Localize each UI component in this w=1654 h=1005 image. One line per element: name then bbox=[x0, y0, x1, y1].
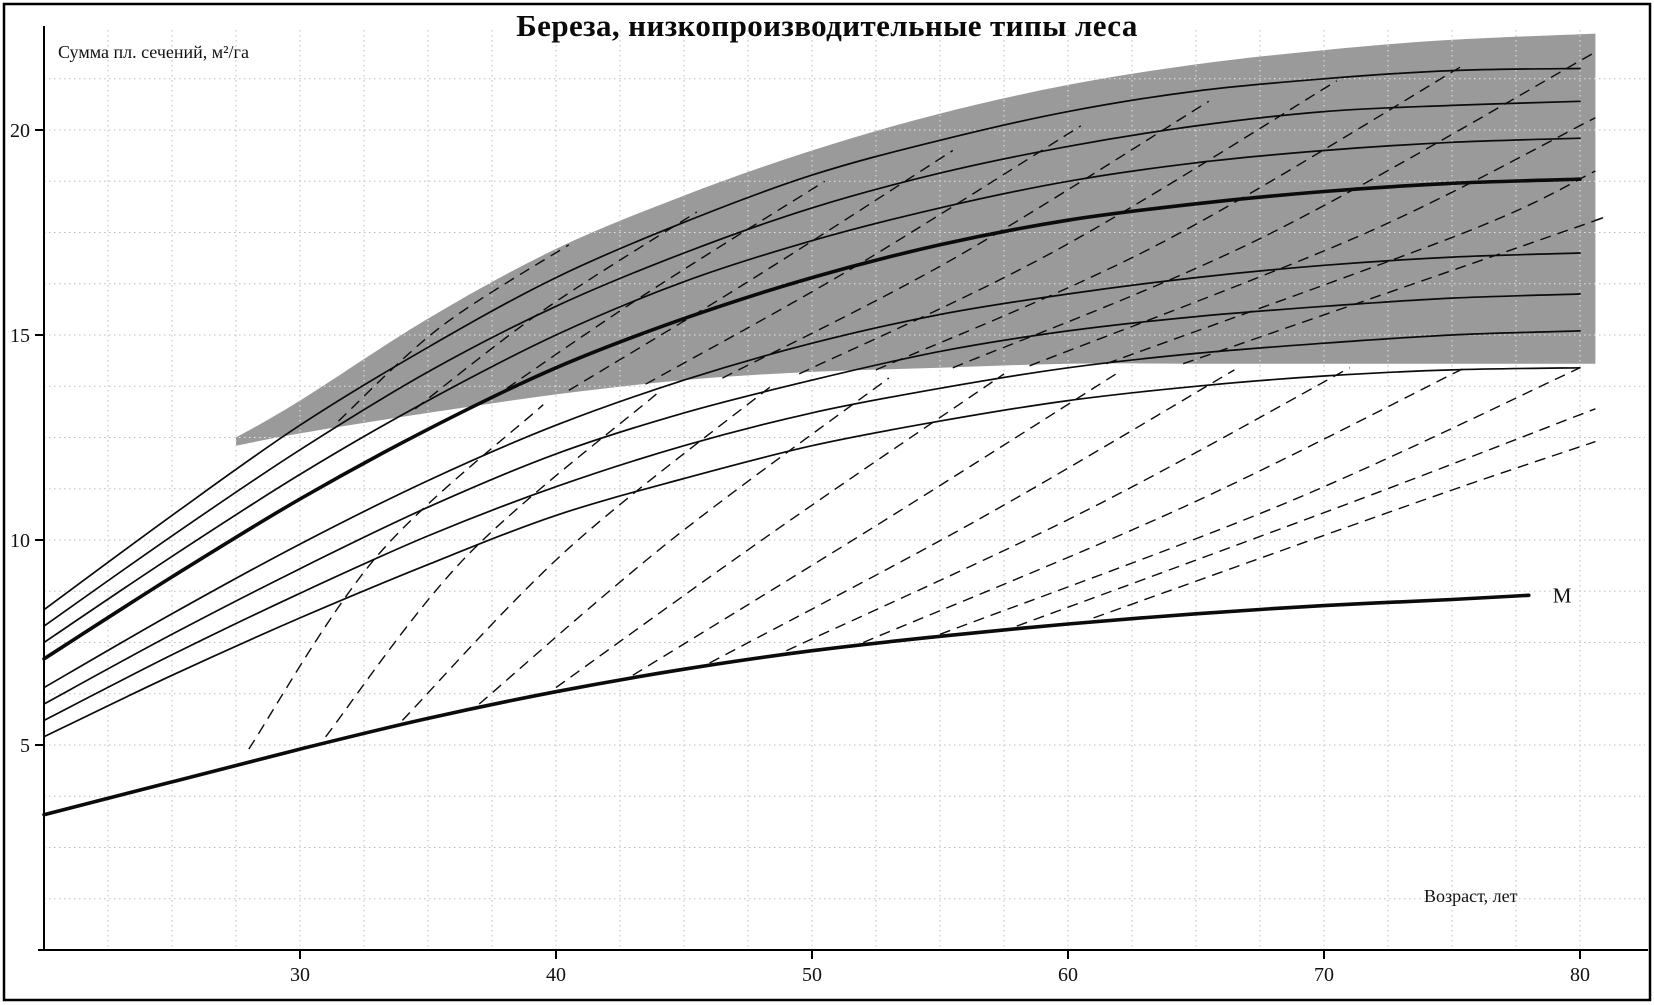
growth-curve-curve-8 bbox=[43, 67, 1581, 611]
growth-curve-curve-3 bbox=[43, 293, 1581, 705]
dashed-line-lower bbox=[632, 371, 1120, 676]
growth-curve-curve-5-bold bbox=[42, 177, 1582, 661]
x-tick-label: 70 bbox=[1314, 964, 1334, 986]
y-tick-label: 20 bbox=[10, 120, 30, 142]
x-tick-label: 60 bbox=[1058, 964, 1078, 986]
dashed-line-lower bbox=[401, 383, 775, 721]
growth-curve-curve-6 bbox=[43, 137, 1581, 644]
growth-curve-curve-1 bbox=[43, 366, 1581, 738]
growth-curves bbox=[42, 67, 1582, 817]
dashed-line-upper bbox=[1182, 216, 1607, 365]
dashed-line-upper bbox=[722, 100, 1210, 379]
x-tick-label: 40 bbox=[546, 964, 566, 986]
x-tick-label: 30 bbox=[290, 964, 310, 986]
dashed-line-lower bbox=[1016, 408, 1596, 627]
m-curve-label: M bbox=[1553, 583, 1572, 607]
dashed-line-lower bbox=[478, 377, 890, 705]
dashed-lines bbox=[248, 51, 1607, 750]
dashed-line-lower bbox=[786, 367, 1350, 652]
growth-curve-curve-7 bbox=[43, 100, 1581, 627]
dashed-line-lower bbox=[709, 369, 1235, 664]
x-tick-label: 80 bbox=[1570, 964, 1590, 986]
dashed-line-upper bbox=[337, 244, 570, 422]
dashed-line-upper bbox=[414, 211, 698, 410]
dashed-line-lower bbox=[862, 367, 1466, 644]
dashed-line-lower bbox=[939, 367, 1581, 635]
density-band bbox=[236, 33, 1596, 446]
dashed-line-upper bbox=[645, 125, 1082, 385]
y-tick-label: 5 bbox=[20, 735, 30, 757]
y-tick-label: 10 bbox=[10, 530, 30, 552]
dashed-line-upper bbox=[1106, 170, 1596, 365]
chart-title: Береза, низкопроизводительные типы леса bbox=[516, 8, 1138, 43]
dashed-line-lower bbox=[1093, 440, 1596, 619]
growth-curve-curve-4 bbox=[43, 252, 1581, 689]
dashed-line-upper bbox=[798, 80, 1338, 375]
growth-curve-curve-2 bbox=[43, 330, 1581, 722]
dashed-line-lower bbox=[555, 373, 1005, 689]
dashed-line-lower bbox=[248, 404, 544, 750]
dashed-line-lower bbox=[325, 391, 659, 738]
y-tick-label: 15 bbox=[10, 325, 30, 347]
x-tick-label: 50 bbox=[802, 964, 822, 986]
m-curve bbox=[42, 593, 1531, 817]
dashed-line-upper bbox=[952, 51, 1596, 369]
dashed-line-upper bbox=[491, 180, 826, 400]
x-axis-label: Возраст, лет bbox=[1424, 886, 1518, 906]
y-axis-label: Сумма пл. сечений, м²/га bbox=[58, 42, 249, 62]
